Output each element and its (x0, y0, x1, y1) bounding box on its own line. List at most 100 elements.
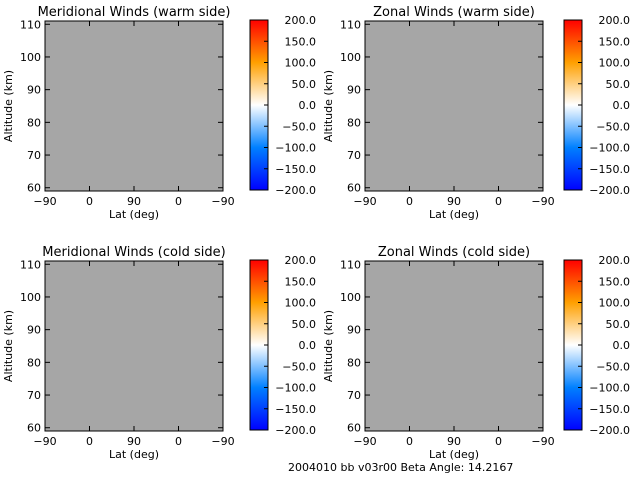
x-tick-label: 0 (495, 435, 502, 448)
colorbar-tick-label: 50.0 (606, 78, 631, 91)
colorbar-tick-label: −200.0 (589, 184, 630, 197)
y-axis-label: Altitude (km) (2, 70, 15, 142)
y-axis-label: Altitude (km) (322, 310, 335, 382)
colorbar-tick-label: −50.0 (282, 360, 316, 373)
x-tick-label: −90 (33, 195, 56, 208)
y-tick-label: 80 (27, 356, 41, 369)
y-tick-label: 90 (27, 84, 41, 97)
panel-title: Zonal Winds (warm side) (373, 5, 535, 20)
x-tick-label: 0 (406, 195, 413, 208)
x-tick-label: −90 (353, 195, 376, 208)
colorbar-tick-label: −150.0 (275, 163, 316, 176)
y-tick-label: 110 (340, 258, 361, 271)
colorbar-tick-label: 50.0 (292, 78, 317, 91)
colorbar-tick-label: 0.0 (299, 339, 317, 352)
colorbar-tick-label: −150.0 (275, 403, 316, 416)
x-tick-label: 0 (495, 195, 502, 208)
colorbar-tick-label: −50.0 (282, 120, 316, 133)
colorbar-tick-label: −100.0 (275, 382, 316, 395)
colorbar-tick-label: −50.0 (596, 120, 630, 133)
x-tick-label: 0 (175, 435, 182, 448)
y-axis-label: Altitude (km) (2, 310, 15, 382)
x-tick-label: −90 (531, 195, 554, 208)
y-tick-label: 100 (340, 291, 361, 304)
y-tick-label: 110 (20, 18, 41, 31)
panel-title: Meridional Winds (warm side) (38, 5, 231, 20)
colorbar-tick-label: −150.0 (589, 403, 630, 416)
colorbar-tick-label: −200.0 (589, 424, 630, 437)
colorbar-tick-label: 200.0 (599, 14, 631, 27)
colorbar-tick-label: 50.0 (606, 318, 631, 331)
panel-meridional-cold: Meridional Winds (cold side) 60 70 80 90 100 1… (2, 245, 316, 461)
x-tick-label: −90 (211, 195, 234, 208)
colorbar-tick-label: 200.0 (285, 14, 317, 27)
colorbar-tick-label: 50.0 (292, 318, 317, 331)
y-tick-label: 110 (20, 258, 41, 271)
y-tick-label: 60 (27, 182, 41, 195)
colorbar-tick-label: 100.0 (599, 57, 631, 70)
y-axis-label: Altitude (km) (322, 70, 335, 142)
x-axis-label: Lat (deg) (109, 448, 159, 461)
x-tick-label: 0 (86, 195, 93, 208)
x-tick-label: −90 (33, 435, 56, 448)
x-tick-label: 0 (175, 195, 182, 208)
x-tick-label: −90 (353, 435, 376, 448)
footer-text: 2004010 bb v03r00 Beta Angle: 14.2167 (288, 461, 513, 474)
y-tick-label: 70 (27, 149, 41, 162)
x-tick-label: −90 (531, 435, 554, 448)
plot-area (365, 261, 543, 431)
colorbar-tick-label: 150.0 (599, 35, 631, 48)
x-tick-label: 90 (447, 195, 461, 208)
y-tick-label: 90 (347, 84, 361, 97)
y-tick-label: 90 (347, 324, 361, 337)
colorbar-tick-label: 150.0 (285, 275, 317, 288)
y-tick-label: 80 (27, 116, 41, 129)
colorbar-tick-label: −100.0 (275, 142, 316, 155)
y-tick-label: 100 (340, 51, 361, 64)
colorbar-tick-label: 150.0 (285, 35, 317, 48)
y-tick-label: 60 (347, 422, 361, 435)
x-tick-label: 0 (86, 435, 93, 448)
x-tick-label: 90 (127, 195, 141, 208)
colorbar-tick-label: 0.0 (613, 99, 631, 112)
y-tick-label: 70 (27, 389, 41, 402)
y-tick-label: 60 (347, 182, 361, 195)
x-axis-label: Lat (deg) (429, 208, 479, 221)
panel-meridional-warm: Meridional Winds (warm side) 60 70 80 90 100 1… (2, 5, 316, 221)
x-tick-label: 90 (447, 435, 461, 448)
panel-title: Meridional Winds (cold side) (42, 245, 225, 260)
panel-zonal-cold: Zonal Winds (cold side) 60 70 80 90 100 110 −90… (322, 245, 630, 461)
colorbar-tick-label: 0.0 (299, 99, 317, 112)
colorbar-tick-label: −100.0 (589, 382, 630, 395)
x-axis-label: Lat (deg) (109, 208, 159, 221)
colorbar-tick-label: −50.0 (596, 360, 630, 373)
y-tick-label: 100 (20, 51, 41, 64)
y-tick-label: 60 (27, 422, 41, 435)
y-tick-label: 70 (347, 389, 361, 402)
colorbar-tick-label: 100.0 (599, 297, 631, 310)
colorbar-tick-label: 100.0 (285, 297, 317, 310)
plot-area (45, 261, 223, 431)
x-tick-label: 0 (406, 435, 413, 448)
colorbar-tick-label: −100.0 (589, 142, 630, 155)
colorbar-tick-label: 200.0 (285, 254, 317, 267)
x-tick-label: −90 (211, 435, 234, 448)
colorbar-tick-label: 200.0 (599, 254, 631, 267)
colorbar-tick-label: −200.0 (275, 184, 316, 197)
y-tick-label: 80 (347, 356, 361, 369)
colorbar-tick-label: −150.0 (589, 163, 630, 176)
colorbar-tick-label: 100.0 (285, 57, 317, 70)
colorbar-tick-label: −200.0 (275, 424, 316, 437)
y-tick-label: 90 (27, 324, 41, 337)
x-tick-label: 90 (127, 435, 141, 448)
panel-title: Zonal Winds (cold side) (378, 245, 530, 260)
colorbar-tick-label: 0.0 (613, 339, 631, 352)
y-tick-label: 100 (20, 291, 41, 304)
x-axis-label: Lat (deg) (429, 448, 479, 461)
plot-area (365, 21, 543, 191)
colorbar-tick-label: 150.0 (599, 275, 631, 288)
y-tick-label: 70 (347, 149, 361, 162)
panel-zonal-warm: Zonal Winds (warm side) 60 70 80 90 100 110 −90… (322, 5, 630, 221)
y-tick-label: 110 (340, 18, 361, 31)
